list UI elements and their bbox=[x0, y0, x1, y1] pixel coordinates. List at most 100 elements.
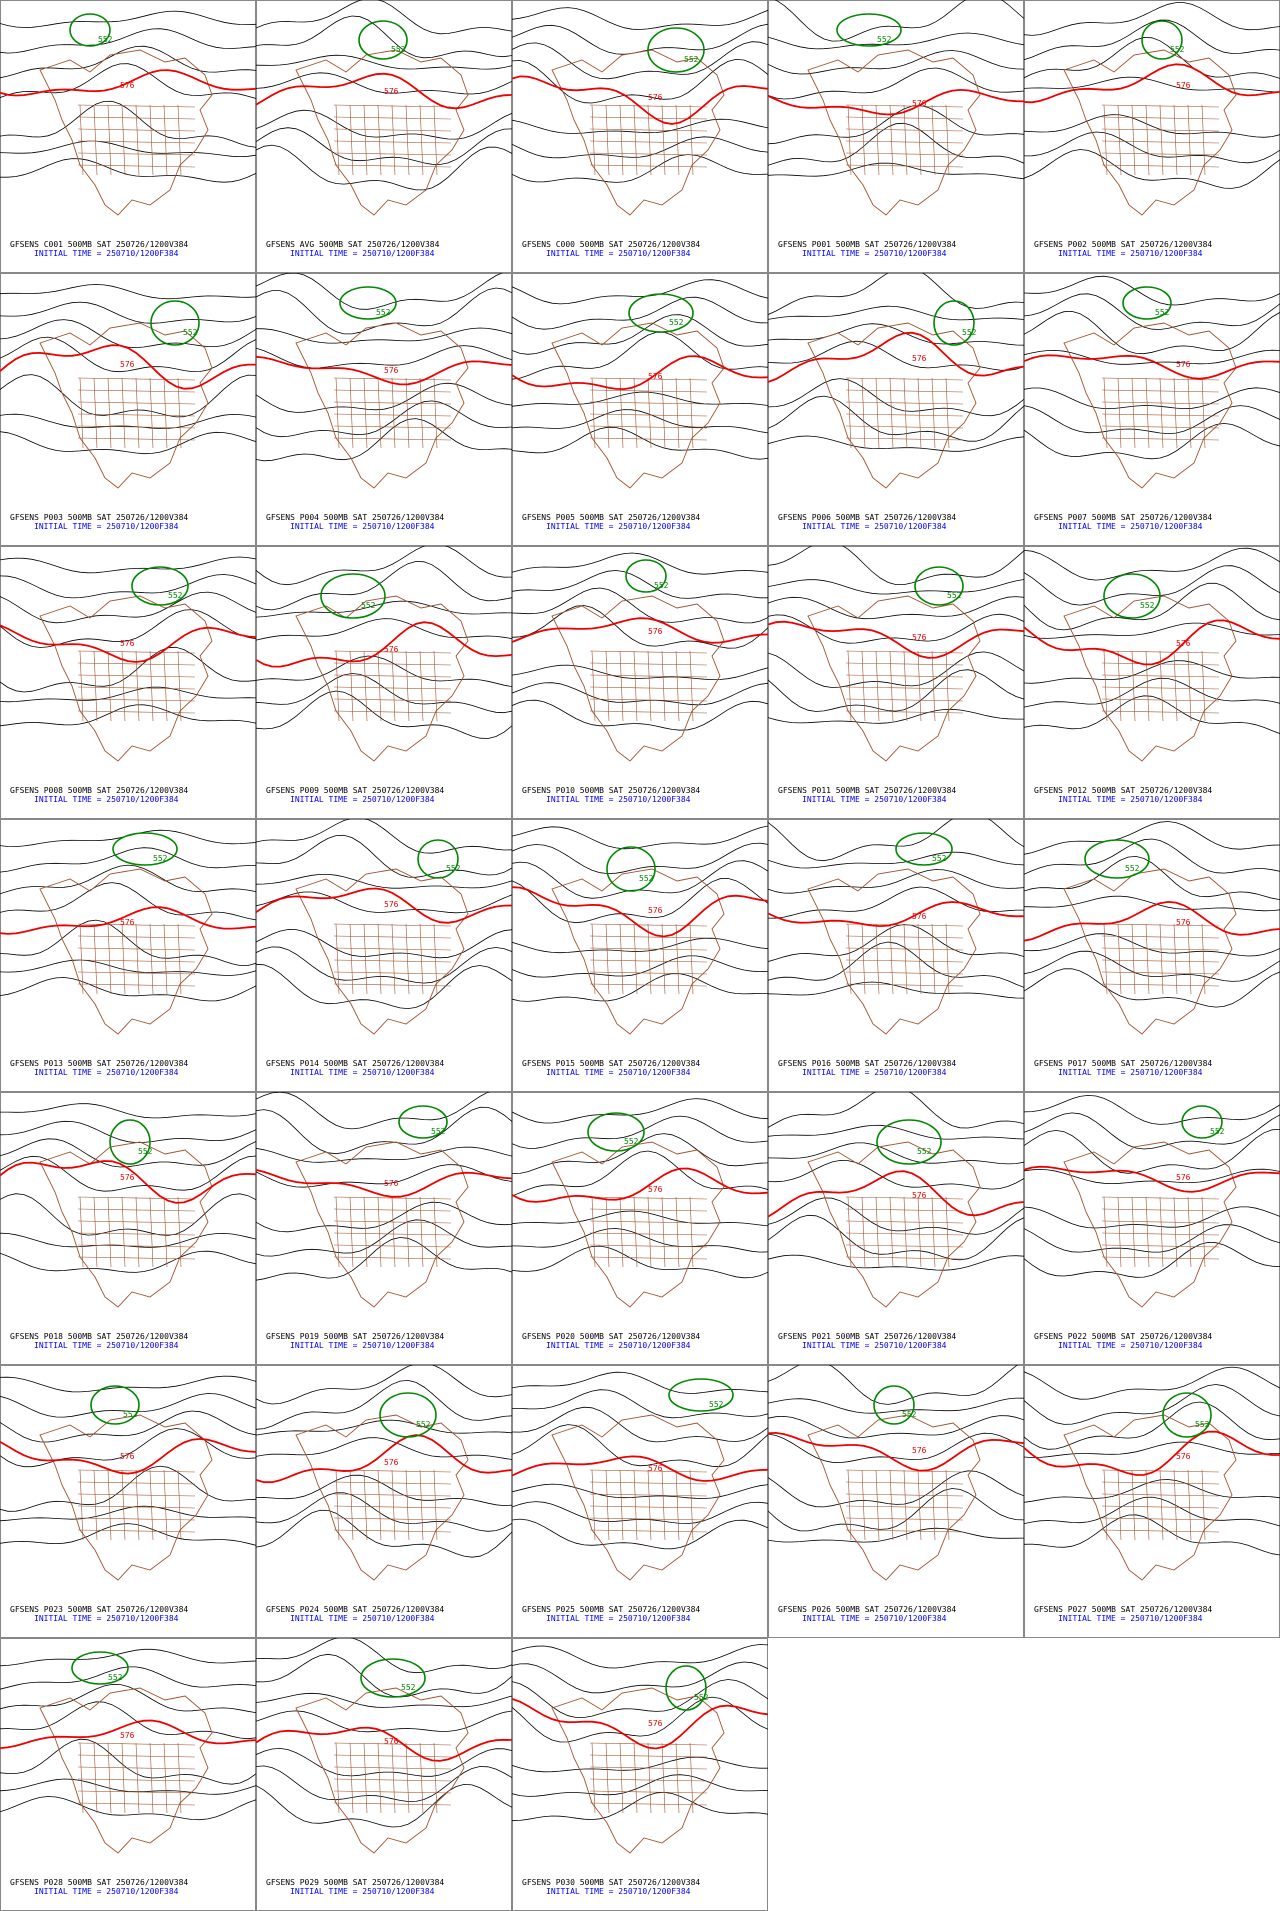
state-border bbox=[589, 1517, 708, 1521]
map-panel: 576 552 GFSENS P024 500MB SAT 250726/1200V… bbox=[256, 1365, 512, 1638]
contour-label: 576 bbox=[648, 627, 663, 636]
state-border bbox=[1159, 923, 1164, 995]
contour-line bbox=[1024, 422, 1280, 460]
state-border bbox=[1101, 164, 1220, 168]
state-border bbox=[363, 104, 368, 176]
panel-title: GFSENS P014 500MB SAT 250726/1200V384 bbox=[266, 1059, 444, 1068]
contour-line bbox=[768, 1527, 1024, 1543]
state-border bbox=[661, 1196, 666, 1268]
map-panel: 576 552 GFSENS P020 500MB SAT 250726/1200V… bbox=[512, 1092, 768, 1365]
contour-552 bbox=[668, 1378, 734, 1412]
contour-label: 552 bbox=[1155, 308, 1170, 317]
map-panel: 576 552 GFSENS P001 500MB SAT 250726/1200V… bbox=[768, 0, 1024, 273]
panel-title: GFSENS P008 500MB SAT 250726/1200V384 bbox=[10, 786, 188, 795]
contour-label: 552 bbox=[376, 308, 391, 317]
coastline bbox=[39, 49, 213, 216]
panel-title: GFSENS P027 500MB SAT 250726/1200V384 bbox=[1034, 1605, 1212, 1614]
state-border bbox=[333, 983, 452, 987]
contour-line bbox=[768, 1159, 1024, 1190]
panel-initial-time: INITIAL TIME = 250710/1200F384 bbox=[546, 795, 691, 804]
state-border bbox=[589, 1232, 708, 1236]
contour-line bbox=[512, 937, 768, 954]
coastline bbox=[807, 1141, 981, 1308]
state-border bbox=[675, 1469, 680, 1541]
state-border bbox=[689, 1196, 694, 1268]
panel-initial-time: INITIAL TIME = 250710/1200F384 bbox=[1058, 795, 1203, 804]
state-border bbox=[333, 971, 452, 975]
state-border bbox=[333, 650, 452, 654]
state-border bbox=[135, 377, 140, 449]
state-border bbox=[433, 1742, 438, 1814]
state-border bbox=[931, 377, 936, 449]
state-border bbox=[77, 377, 196, 381]
state-border bbox=[135, 1742, 140, 1814]
panel-frame bbox=[512, 273, 768, 546]
contour-label: 552 bbox=[98, 35, 113, 44]
panel-title: GFSENS P028 500MB SAT 250726/1200V384 bbox=[10, 1878, 188, 1887]
contour-line bbox=[768, 378, 1024, 417]
state-border bbox=[77, 1469, 196, 1473]
state-border bbox=[77, 152, 196, 156]
panel-title: GFSENS P009 500MB SAT 250726/1200V384 bbox=[266, 786, 444, 795]
state-border bbox=[689, 377, 694, 449]
contour-label: 552 bbox=[416, 1420, 431, 1429]
contour-line bbox=[768, 1365, 1019, 1405]
state-border bbox=[363, 1196, 368, 1268]
contour-line bbox=[0, 609, 256, 648]
contour-line bbox=[256, 1201, 512, 1233]
contour-line bbox=[768, 67, 1024, 100]
contour-line bbox=[0, 1701, 256, 1740]
state-border bbox=[121, 1742, 126, 1814]
contour-line bbox=[512, 1483, 768, 1499]
contour-552 bbox=[587, 1112, 645, 1152]
panel-frame bbox=[1024, 546, 1280, 819]
contour-line bbox=[0, 704, 256, 727]
panel-title: GFSENS P015 500MB SAT 250726/1200V384 bbox=[522, 1059, 700, 1068]
contour-label: 552 bbox=[917, 1147, 932, 1156]
state-border bbox=[149, 104, 154, 176]
state-border bbox=[589, 1766, 708, 1770]
contour-line bbox=[256, 1419, 512, 1436]
state-border bbox=[419, 1196, 424, 1268]
panel-initial-time: INITIAL TIME = 250710/1200F384 bbox=[546, 1614, 691, 1623]
state-border bbox=[177, 1196, 182, 1268]
state-border bbox=[405, 1469, 410, 1541]
state-border bbox=[93, 377, 98, 449]
contour-line bbox=[768, 1432, 1024, 1464]
panel-initial-time: INITIAL TIME = 250710/1200F384 bbox=[802, 795, 947, 804]
contour-line bbox=[256, 946, 512, 984]
panel-frame bbox=[512, 819, 768, 1092]
state-border bbox=[333, 1505, 452, 1509]
state-border bbox=[1103, 923, 1108, 995]
state-border bbox=[77, 413, 196, 417]
contour-552 bbox=[417, 839, 459, 879]
coastline bbox=[295, 1141, 469, 1308]
panel-title: GFSENS P005 500MB SAT 250726/1200V384 bbox=[522, 513, 700, 522]
state-border bbox=[163, 1469, 168, 1541]
panel-frame bbox=[768, 546, 1024, 819]
state-border bbox=[1101, 971, 1220, 975]
state-border bbox=[163, 923, 168, 995]
state-border bbox=[845, 1481, 964, 1485]
contour-576 bbox=[1024, 1430, 1280, 1476]
map-panel: 576 552 GFSENS P009 500MB SAT 250726/1200V… bbox=[256, 546, 512, 819]
contour-line bbox=[768, 1397, 1024, 1414]
map-panel: 576 552 GFSENS P019 500MB SAT 250726/1200V… bbox=[256, 1092, 512, 1365]
contour-line bbox=[0, 1465, 256, 1512]
state-border bbox=[605, 1469, 610, 1541]
state-border bbox=[845, 1208, 964, 1212]
contour-line bbox=[512, 955, 768, 978]
contour-line bbox=[0, 100, 256, 148]
state-border bbox=[333, 389, 452, 393]
panel-initial-time: INITIAL TIME = 250710/1200F384 bbox=[546, 1887, 691, 1896]
state-border bbox=[1101, 1208, 1220, 1212]
state-border bbox=[77, 1256, 196, 1260]
contour-line bbox=[0, 591, 256, 624]
state-border bbox=[889, 104, 894, 176]
panel-title: GFSENS P011 500MB SAT 250726/1200V384 bbox=[778, 786, 956, 795]
contour-line bbox=[768, 1488, 1024, 1532]
state-border bbox=[1101, 437, 1220, 441]
contour-line bbox=[0, 413, 256, 429]
contour-line bbox=[256, 1437, 512, 1460]
map-panel: 576 552 GFSENS C000 500MB SAT 250726/1200V… bbox=[512, 0, 768, 273]
